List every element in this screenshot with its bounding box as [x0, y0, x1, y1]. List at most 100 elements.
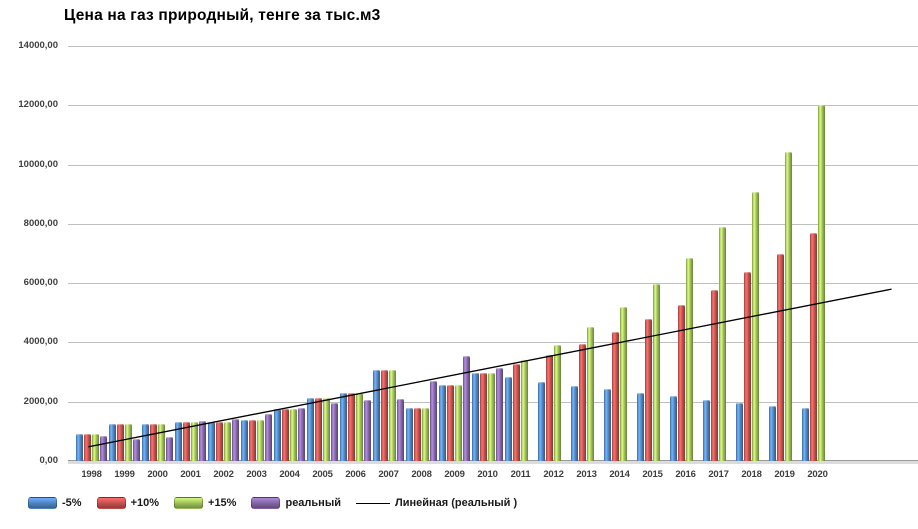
bar-+15%-2014: [620, 307, 627, 461]
legend-item-trendline: Линейная (реальный ): [355, 497, 517, 509]
bar-+15%-1998: [92, 434, 99, 461]
bar-groups: [75, 46, 834, 461]
bar-+10%-1999: [117, 424, 124, 461]
x-tick-label-1999: 1999: [114, 469, 135, 480]
legend-label-реальный: реальный: [285, 497, 341, 509]
bar-+10%-2001: [183, 422, 190, 461]
bar-+10%-2017: [711, 290, 718, 461]
bar-реальный-2010: [496, 368, 503, 461]
bar-+10%-2005: [315, 398, 322, 461]
bar-+15%-2003: [257, 420, 264, 461]
bar-реальный-2004: [298, 408, 305, 461]
chart-title: Цена на газ природный, тенге за тыс.м3: [64, 7, 381, 24]
bar-group-2003: [240, 46, 273, 461]
bar-group-2004: [273, 46, 306, 461]
legend-swatch--5%: [28, 497, 57, 509]
bar-+10%-2013: [579, 344, 586, 461]
bar--5%-2004: [274, 409, 281, 461]
bar-+15%-2019: [785, 152, 792, 461]
bar-group-2017: [702, 46, 735, 461]
bar--5%-2003: [241, 420, 248, 461]
bar--5%-2007: [373, 370, 380, 461]
bar-+15%-2012: [554, 345, 561, 461]
bar-+15%-2004: [290, 409, 297, 461]
gridline-6000: [68, 283, 918, 285]
x-tick-label-2010: 2010: [477, 469, 498, 480]
x-tick-label-2013: 2013: [576, 469, 597, 480]
x-tick-label-2002: 2002: [213, 469, 234, 480]
plot-area: [68, 46, 918, 464]
bar-+15%-2006: [356, 393, 363, 461]
y-tick-label-10000: 10000,00: [18, 158, 58, 170]
bar-+10%-2004: [282, 409, 289, 461]
plot-floor: [68, 461, 918, 464]
bar--5%-2002: [208, 422, 215, 461]
bar-group-2010: [471, 46, 504, 461]
legend-item-+10%: +10%: [96, 497, 160, 509]
bar-+10%-2007: [381, 370, 388, 461]
legend-item-+15%: +15%: [174, 497, 236, 509]
bar--5%-2010: [472, 373, 479, 461]
legend-label--5%: -5%: [62, 497, 82, 509]
x-tick-label-2014: 2014: [609, 469, 630, 480]
legend-label-+10%: +10%: [130, 497, 160, 509]
bar--5%-2005: [307, 398, 314, 461]
bar--5%-2013: [571, 386, 578, 461]
bar-+10%-2014: [612, 332, 619, 461]
gridline-14000: [68, 46, 918, 47]
bar-+10%-2006: [348, 393, 355, 461]
bar-+10%-2012: [546, 355, 553, 461]
bar-group-2000: [141, 46, 174, 461]
gridline-12000: [68, 105, 918, 107]
bar-реальный-2006: [364, 400, 371, 461]
bar-реальный-2009: [463, 356, 470, 461]
legend-swatch-реальный: [251, 497, 281, 509]
bar-+15%-2007: [389, 370, 396, 461]
bar--5%-2006: [340, 393, 347, 461]
bar--5%-2012: [538, 382, 545, 461]
bar-group-2018: [735, 46, 768, 461]
x-tick-label-2020: 2020: [807, 469, 828, 480]
bar-реальный-2008: [430, 381, 437, 461]
bar-group-2001: [174, 46, 207, 461]
bar-+15%-2002: [224, 422, 231, 461]
bar-group-2005: [306, 46, 339, 461]
x-tick-label-2008: 2008: [411, 469, 432, 480]
x-tick-label-2004: 2004: [279, 469, 300, 480]
x-tick-label-2011: 2011: [510, 469, 531, 480]
x-tick-label-2016: 2016: [675, 469, 696, 480]
bar-group-2012: [537, 46, 570, 461]
x-tick-label-2019: 2019: [774, 469, 795, 480]
bar-group-1998: [75, 46, 108, 461]
bar-+10%-2002: [216, 422, 223, 461]
x-tick-label-2018: 2018: [741, 469, 762, 480]
bar-+15%-2011: [521, 360, 528, 461]
bar-реальный-1999: [133, 439, 140, 461]
bar-+10%-2015: [645, 319, 652, 461]
bar--5%-2000: [142, 424, 149, 461]
bar-group-2002: [207, 46, 240, 461]
y-tick-label-8000: 8000,00: [23, 217, 58, 229]
bar-+10%-2018: [744, 272, 751, 461]
bar-+15%-1999: [125, 424, 132, 461]
bar-+15%-2020: [818, 105, 825, 461]
gridline-10000: [68, 164, 918, 166]
x-tick-label-2012: 2012: [543, 469, 564, 480]
bar-group-2015: [636, 46, 669, 461]
bar-+10%-2000: [150, 424, 157, 461]
bar-group-2009: [438, 46, 471, 461]
bar-+15%-2008: [422, 408, 429, 461]
legend-trendline-sample: [355, 502, 390, 504]
y-tick-label-14000: 14000,00: [18, 40, 58, 51]
x-axis-labels: 1998 1999 2000 2001 2002 2003 2004 2005 2006 2007…: [75, 469, 834, 480]
chart-legend: -5% +10% +15% реальный Линейная (реальный ): [28, 497, 517, 509]
bar-+10%-2009: [447, 385, 454, 461]
bar--5%-2008: [406, 408, 413, 461]
x-tick-label-2000: 2000: [147, 469, 168, 480]
bar-group-2011: [504, 46, 537, 461]
bar-group-2014: [603, 46, 636, 461]
x-tick-label-2005: 2005: [312, 469, 333, 480]
x-tick-label-2017: 2017: [708, 469, 729, 480]
bar-group-2007: [372, 46, 405, 461]
